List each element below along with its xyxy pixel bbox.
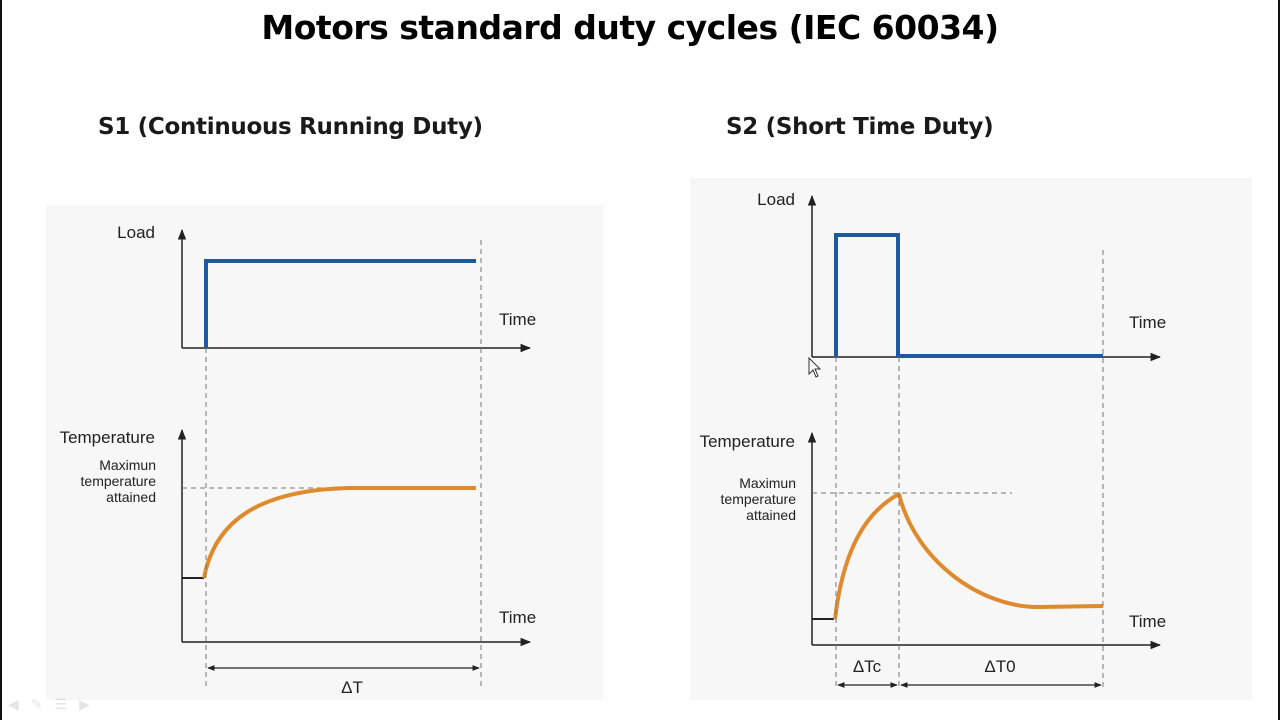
s1-load-chart: Load Time	[117, 223, 536, 353]
s1-temp-axis-label: Temperature	[60, 428, 155, 447]
s2-max-temp-label-1: Maximun	[739, 475, 796, 491]
s2-load-line	[834, 233, 1103, 358]
slideshow-controls: ◀ ✎ ☰ ▶	[8, 696, 90, 713]
s1-diagram-panel	[46, 205, 603, 700]
s1-max-temp-label-3: attained	[106, 489, 156, 505]
s2-heating-curve	[833, 492, 900, 620]
s2-guides: ΔTc ΔT0	[835, 250, 1104, 690]
s1-load-time-label: Time	[499, 310, 536, 329]
right-border	[1278, 0, 1280, 720]
s1-interval-label: ΔT	[341, 678, 363, 697]
s1-max-temp-label-2: temperature	[81, 473, 157, 489]
s2-load-chart: Load Time	[757, 190, 1166, 362]
s2-on-interval-label: ΔTc	[853, 657, 882, 676]
s2-temp-axis-label: Temperature	[700, 432, 795, 451]
s1-guides: ΔT	[205, 240, 482, 697]
s2-temp-time-label: Time	[1129, 612, 1166, 631]
s2-diagram-panel	[690, 178, 1252, 700]
s1-title: S1 (Continuous Running Duty)	[98, 114, 483, 140]
s1-max-temp-label-1: Maximun	[99, 457, 156, 473]
s2-cooling-curve	[897, 493, 1104, 610]
s2-max-temp-label-2: temperature	[721, 491, 797, 507]
s1-temperature-chart: Temperature Maximun temperature attained…	[60, 428, 536, 647]
s2-title: S2 (Short Time Duty)	[726, 114, 994, 140]
s1-load-axis-label: Load	[117, 223, 155, 242]
s1-load-line	[204, 259, 476, 348]
mouse-cursor-icon	[808, 356, 822, 378]
slide-title: Motors standard duty cycles (IEC 60034)	[261, 8, 999, 47]
s2-temperature-chart: Temperature Maximun temperature attained…	[700, 431, 1166, 650]
pen-icon[interactable]: ✎	[30, 696, 43, 712]
s2-off-interval-label: ΔT0	[984, 657, 1015, 676]
menu-icon[interactable]: ☰	[54, 696, 68, 712]
left-border	[0, 0, 2, 720]
s1-temperature-curve	[202, 486, 476, 579]
previous-icon[interactable]: ◀	[8, 696, 19, 712]
s2-max-temp-label-3: attained	[746, 507, 796, 523]
s2-load-axis-label: Load	[757, 190, 795, 209]
s1-temp-time-label: Time	[499, 608, 536, 627]
next-icon[interactable]: ▶	[79, 696, 90, 712]
s2-load-time-label: Time	[1129, 313, 1166, 332]
